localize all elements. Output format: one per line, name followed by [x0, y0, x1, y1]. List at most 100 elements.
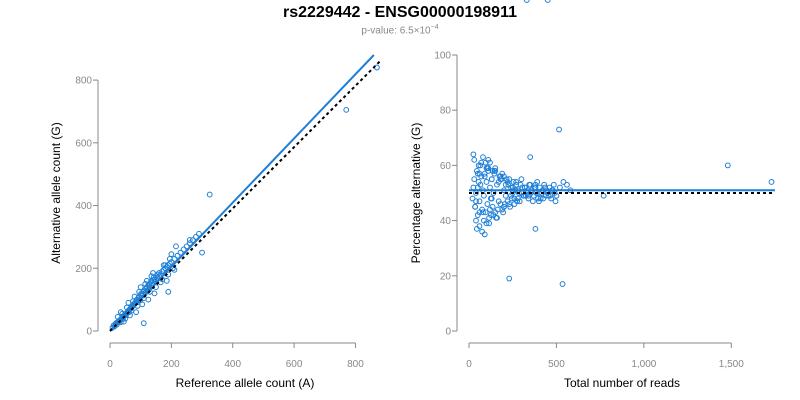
- data-point: [502, 192, 509, 199]
- data-point: [473, 225, 480, 232]
- data-point: [343, 106, 350, 113]
- data-point: [148, 273, 155, 280]
- data-point: [489, 168, 496, 174]
- data-point: [532, 225, 539, 232]
- data-point: [492, 168, 499, 174]
- data-point: [518, 176, 525, 183]
- data-point: [501, 201, 508, 207]
- data-point: [559, 281, 566, 287]
- data-point: [536, 198, 542, 205]
- data-point: [510, 179, 517, 185]
- data-point: [513, 179, 520, 185]
- y-tick-label: 100: [434, 51, 451, 62]
- y-tick-label: 600: [75, 138, 92, 149]
- x-axis-title: Total number of reads: [564, 376, 680, 390]
- x-tick-label: 600: [286, 359, 303, 370]
- data-point: [508, 192, 514, 199]
- y-tick-label: 800: [75, 76, 92, 87]
- y-tick-label: 200: [75, 264, 92, 275]
- data-point: [506, 275, 513, 282]
- data-point: [143, 277, 150, 284]
- data-point: [500, 209, 506, 216]
- data-point: [145, 296, 152, 303]
- x-tick-label: 500: [548, 359, 565, 370]
- reference-line: [109, 60, 381, 332]
- data-point: [527, 154, 534, 161]
- data-point: [550, 181, 557, 188]
- scatter-panel-percentage: 0 500 1,000 1,500 0 20 40 60 80 100 Total number o…: [409, 0, 775, 390]
- data-point: [476, 198, 483, 205]
- data-point: [473, 198, 479, 205]
- data-point: [116, 318, 123, 325]
- data-point: [162, 262, 169, 269]
- data-point: [168, 259, 175, 265]
- data-point: [180, 246, 187, 253]
- data-point: [177, 249, 184, 256]
- data-point: [162, 265, 169, 272]
- data-point: [507, 203, 513, 210]
- data-point: [476, 209, 483, 216]
- data-point: [140, 320, 147, 327]
- chart-subtitle: p-value: 6.5×10−4: [0, 24, 800, 36]
- data-point: [477, 162, 484, 169]
- y-tick-label: 0: [445, 327, 451, 338]
- data-point: [556, 126, 562, 133]
- data-point: [165, 288, 172, 295]
- chart-title: rs2229442 - ENSG00000198911: [283, 4, 517, 21]
- data-point: [482, 209, 489, 216]
- data-point: [476, 170, 483, 177]
- data-point: [483, 165, 490, 172]
- data-point: [174, 252, 181, 259]
- y-axis-title: Alternative allele count (G): [49, 122, 63, 263]
- data-point: [488, 195, 495, 202]
- data-point: [508, 195, 515, 202]
- y-axis-title: Percentage alternative (G): [409, 123, 423, 264]
- x-tick-label: 400: [224, 359, 241, 370]
- data-point: [151, 290, 158, 297]
- data-point: [159, 268, 166, 275]
- data-point: [517, 181, 524, 188]
- x-tick-label: 200: [163, 359, 180, 370]
- data-point: [552, 198, 559, 205]
- p-value-exponent: −4: [430, 24, 439, 31]
- y-tick-label: 80: [440, 106, 452, 117]
- data-point: [137, 284, 144, 290]
- data-point: [374, 64, 380, 71]
- data-point: [480, 192, 487, 199]
- y-tick-label: 60: [440, 161, 452, 172]
- data-point: [497, 176, 504, 183]
- data-point: [529, 198, 536, 205]
- data-point: [488, 176, 495, 183]
- data-point: [119, 310, 126, 317]
- data-point: [514, 198, 520, 205]
- data-point: [183, 243, 190, 250]
- fit-line: [109, 54, 375, 332]
- x-tick-label: 1,500: [719, 359, 744, 370]
- data-point: [535, 195, 541, 202]
- x-axis-title: Reference allele count (A): [176, 376, 315, 390]
- data-point: [481, 231, 488, 238]
- y-tick-label: 40: [440, 216, 452, 227]
- data-point: [541, 181, 548, 188]
- data-point: [532, 181, 539, 188]
- data-point: [494, 206, 501, 213]
- data-point: [189, 237, 196, 243]
- scatter-panel-allele-counts: 0 200 400 600 800 0 200 400 600 800 Reference alle…: [49, 54, 381, 390]
- data-point: [163, 277, 170, 284]
- x-tick-label: 1,000: [631, 359, 656, 370]
- y-tick-label: 0: [86, 327, 92, 338]
- data-point: [501, 203, 507, 210]
- data-point: [472, 203, 479, 210]
- data-point: [139, 301, 146, 308]
- data-point: [173, 243, 179, 250]
- data-point: [480, 209, 486, 216]
- data-point: [487, 159, 493, 166]
- data-point: [487, 206, 493, 213]
- data-point: [150, 270, 156, 276]
- data-point: [544, 0, 551, 3]
- data-point: [515, 195, 521, 202]
- data-point: [474, 170, 481, 177]
- y-tick-label: 400: [75, 201, 92, 212]
- data-point: [133, 309, 139, 316]
